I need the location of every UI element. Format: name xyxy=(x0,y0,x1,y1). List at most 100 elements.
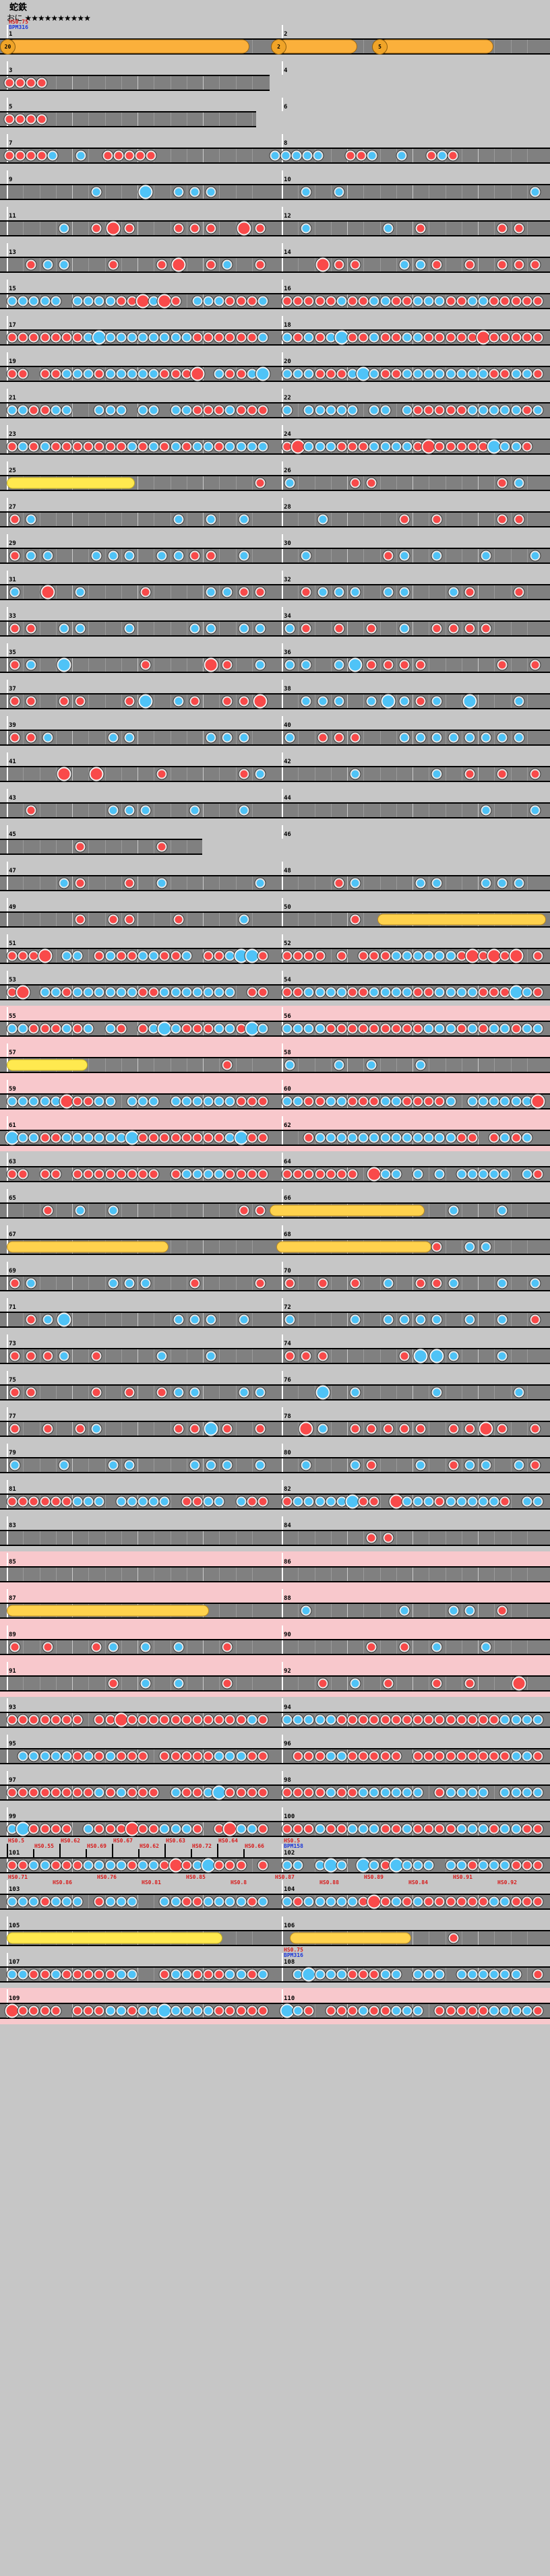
note-don[interactable] xyxy=(391,332,402,343)
note-don[interactable] xyxy=(315,332,326,343)
note-ka[interactable] xyxy=(239,623,249,634)
note-ka[interactable] xyxy=(171,2005,181,2016)
note-ka[interactable] xyxy=(448,1205,459,1216)
note-don[interactable] xyxy=(467,441,478,452)
note-ka[interactable] xyxy=(456,1169,467,1180)
note-don[interactable] xyxy=(4,114,15,125)
note-ka[interactable] xyxy=(478,1787,489,1798)
note-don[interactable] xyxy=(7,1169,18,1180)
note-don[interactable] xyxy=(530,1423,541,1434)
note-ka[interactable] xyxy=(28,1132,39,1143)
note-ka[interactable] xyxy=(511,1969,522,1980)
note-ka[interactable] xyxy=(315,1023,326,1034)
note-don[interactable] xyxy=(171,1751,181,1762)
note-ka[interactable] xyxy=(481,1242,491,1252)
note-ka[interactable] xyxy=(315,1824,326,1834)
note-don[interactable] xyxy=(489,332,499,343)
note-ka[interactable] xyxy=(282,405,293,416)
note-ka[interactable] xyxy=(7,296,18,307)
note-don[interactable] xyxy=(9,696,20,707)
note-don[interactable] xyxy=(434,405,445,416)
note-don[interactable] xyxy=(369,1969,379,1980)
note-don[interactable] xyxy=(347,1714,358,1725)
note-don[interactable] xyxy=(257,1096,268,1107)
note-don[interactable] xyxy=(402,1023,413,1034)
note-don[interactable] xyxy=(26,1314,36,1325)
note-don[interactable] xyxy=(522,405,532,416)
note-ka[interactable] xyxy=(334,587,344,598)
note-don[interactable] xyxy=(336,1714,347,1725)
note-ka[interactable] xyxy=(303,987,314,998)
note-lane[interactable] xyxy=(0,984,550,1000)
note-lane[interactable] xyxy=(0,329,550,346)
note-big-ka[interactable] xyxy=(429,1349,444,1363)
note-don[interactable] xyxy=(499,1751,510,1762)
note-ka[interactable] xyxy=(522,1787,532,1798)
note-lane[interactable] xyxy=(0,148,550,164)
note-don[interactable] xyxy=(224,1714,235,1725)
note-ka[interactable] xyxy=(9,587,20,598)
note-ka[interactable] xyxy=(214,1023,224,1034)
note-ka[interactable] xyxy=(192,296,203,307)
note-don[interactable] xyxy=(257,1169,268,1180)
note-don[interactable] xyxy=(159,368,170,379)
note-big-don[interactable] xyxy=(367,1894,381,1909)
note-ka[interactable] xyxy=(105,1751,116,1762)
note-ka[interactable] xyxy=(415,1060,426,1070)
note-ka[interactable] xyxy=(206,587,216,598)
note-ka[interactable] xyxy=(369,368,379,379)
note-ka[interactable] xyxy=(214,1896,224,1907)
note-don[interactable] xyxy=(40,1896,51,1907)
note-don[interactable] xyxy=(18,332,28,343)
note-ka[interactable] xyxy=(446,1496,456,1507)
note-ka[interactable] xyxy=(380,1169,391,1180)
note-ka[interactable] xyxy=(83,1496,94,1507)
note-don[interactable] xyxy=(94,1751,104,1762)
note-ka[interactable] xyxy=(91,550,102,561)
note-don[interactable] xyxy=(146,150,156,161)
note-ka[interactable] xyxy=(214,1751,224,1762)
note-ka[interactable] xyxy=(236,441,247,452)
note-ka[interactable] xyxy=(148,1496,159,1507)
note-lane[interactable] xyxy=(0,2003,550,2019)
note-don[interactable] xyxy=(489,1824,499,1834)
note-don[interactable] xyxy=(446,1824,456,1834)
note-don[interactable] xyxy=(189,1278,200,1289)
note-ka[interactable] xyxy=(18,1023,28,1034)
note-don[interactable] xyxy=(189,1423,200,1434)
note-ka[interactable] xyxy=(293,1714,303,1725)
note-don[interactable] xyxy=(236,1096,247,1107)
note-don[interactable] xyxy=(236,1860,247,1871)
note-ka[interactable] xyxy=(116,332,127,343)
note-don[interactable] xyxy=(426,150,437,161)
note-don[interactable] xyxy=(446,296,456,307)
note-ka[interactable] xyxy=(489,1896,499,1907)
note-don[interactable] xyxy=(40,405,51,416)
note-don[interactable] xyxy=(358,296,369,307)
note-big-don[interactable] xyxy=(59,1094,74,1109)
note-don[interactable] xyxy=(18,1860,28,1871)
note-don[interactable] xyxy=(72,1860,83,1871)
note-ka[interactable] xyxy=(369,1860,379,1871)
note-don[interactable] xyxy=(336,441,347,452)
note-don[interactable] xyxy=(224,2005,235,2016)
note-don[interactable] xyxy=(530,659,541,670)
note-don[interactable] xyxy=(532,2005,543,2016)
note-don[interactable] xyxy=(9,1423,20,1434)
note-ka[interactable] xyxy=(124,1278,135,1289)
note-don[interactable] xyxy=(326,1824,336,1834)
note-don[interactable] xyxy=(127,1787,138,1798)
note-don[interactable] xyxy=(336,368,347,379)
note-don[interactable] xyxy=(61,332,72,343)
note-ka[interactable] xyxy=(91,1423,102,1434)
note-ka[interactable] xyxy=(402,441,413,452)
note-don[interactable] xyxy=(102,150,113,161)
note-ka[interactable] xyxy=(156,1351,167,1361)
note-don[interactable] xyxy=(530,769,541,779)
note-ka[interactable] xyxy=(108,1205,119,1216)
note-ka[interactable] xyxy=(489,2005,499,2016)
note-ka[interactable] xyxy=(499,1714,510,1725)
note-big-don[interactable] xyxy=(315,257,330,272)
note-big-don[interactable] xyxy=(204,657,218,672)
note-big-don[interactable] xyxy=(190,366,205,381)
